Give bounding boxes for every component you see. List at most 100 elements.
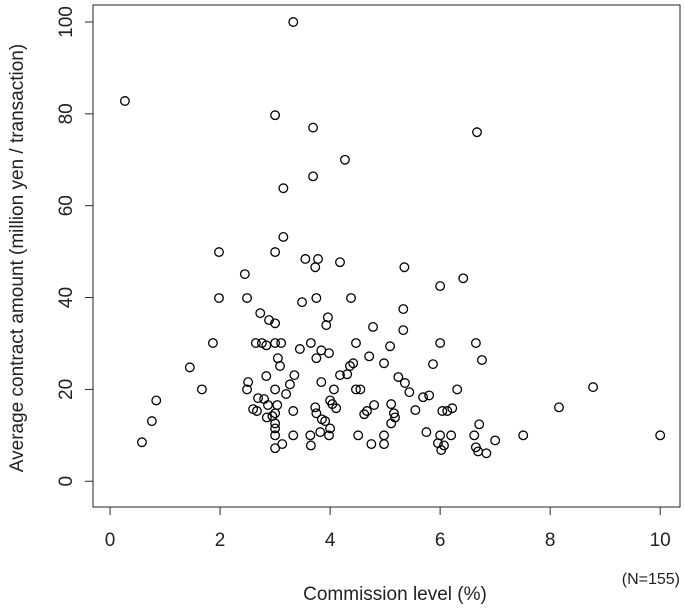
point bbox=[146, 416, 157, 427]
point bbox=[368, 322, 378, 332]
point bbox=[474, 419, 485, 430]
x-tick-label: 8 bbox=[545, 530, 556, 551]
point bbox=[272, 400, 283, 410]
point bbox=[446, 430, 457, 441]
point bbox=[435, 281, 446, 292]
point bbox=[418, 392, 429, 403]
point bbox=[270, 110, 281, 121]
point bbox=[366, 439, 377, 450]
point bbox=[379, 430, 389, 441]
point bbox=[310, 402, 321, 413]
point bbox=[277, 439, 288, 450]
point bbox=[261, 371, 272, 382]
point bbox=[335, 370, 345, 381]
point bbox=[270, 247, 281, 258]
point bbox=[270, 408, 281, 419]
point bbox=[242, 384, 252, 395]
point bbox=[442, 406, 453, 416]
point bbox=[285, 379, 295, 390]
point bbox=[435, 338, 446, 348]
point bbox=[281, 389, 292, 399]
point bbox=[447, 403, 458, 414]
point bbox=[554, 402, 564, 413]
point bbox=[379, 358, 389, 369]
point bbox=[325, 423, 336, 434]
point bbox=[353, 430, 364, 441]
point bbox=[316, 377, 327, 388]
point bbox=[270, 418, 281, 429]
point bbox=[270, 443, 281, 454]
y-tick-label: 20 bbox=[56, 379, 77, 400]
point bbox=[196, 384, 207, 395]
point bbox=[364, 351, 375, 362]
y-axis-title: Average contract amount (million yen / t… bbox=[7, 44, 28, 472]
y-tick-label: 40 bbox=[56, 287, 77, 308]
point bbox=[262, 400, 273, 410]
point bbox=[305, 338, 316, 348]
point bbox=[270, 423, 281, 434]
point bbox=[362, 406, 372, 416]
point bbox=[300, 254, 311, 264]
point bbox=[369, 400, 380, 410]
point bbox=[331, 403, 342, 414]
point bbox=[278, 183, 289, 194]
point bbox=[242, 293, 252, 303]
x-tick-label: 10 bbox=[650, 530, 671, 551]
point bbox=[655, 430, 666, 441]
point bbox=[476, 355, 487, 365]
point bbox=[428, 359, 438, 370]
point bbox=[288, 17, 299, 27]
point bbox=[313, 254, 323, 264]
point bbox=[399, 262, 410, 273]
y-tick-label: 60 bbox=[56, 195, 77, 216]
point bbox=[311, 408, 322, 419]
point bbox=[324, 348, 334, 359]
point bbox=[351, 384, 361, 395]
point bbox=[385, 341, 396, 352]
point bbox=[404, 387, 415, 398]
point bbox=[275, 361, 285, 371]
point bbox=[311, 293, 322, 303]
point bbox=[276, 338, 287, 348]
point bbox=[469, 430, 480, 441]
point bbox=[151, 395, 162, 406]
point bbox=[308, 171, 319, 182]
point bbox=[278, 231, 289, 242]
point bbox=[250, 338, 261, 348]
point bbox=[348, 358, 359, 369]
point bbox=[388, 408, 399, 419]
point bbox=[239, 269, 250, 280]
point bbox=[321, 320, 332, 331]
point bbox=[386, 418, 397, 429]
point bbox=[207, 338, 218, 348]
x-tick-label: 2 bbox=[215, 530, 226, 551]
point bbox=[264, 315, 274, 326]
y-tick-label: 100 bbox=[56, 6, 77, 38]
point bbox=[297, 297, 308, 308]
point bbox=[261, 412, 272, 423]
point bbox=[452, 384, 463, 395]
point bbox=[359, 409, 370, 420]
y-tick-label: 0 bbox=[56, 476, 77, 487]
point bbox=[342, 369, 353, 380]
point bbox=[398, 304, 409, 314]
point bbox=[324, 430, 334, 441]
point bbox=[424, 390, 435, 401]
point bbox=[340, 154, 350, 165]
point bbox=[470, 338, 481, 348]
point bbox=[294, 344, 305, 354]
point bbox=[518, 430, 529, 441]
point bbox=[248, 404, 259, 415]
point bbox=[437, 406, 448, 416]
point bbox=[335, 257, 345, 268]
point bbox=[137, 437, 147, 448]
point bbox=[214, 293, 224, 303]
point bbox=[288, 430, 299, 441]
point bbox=[329, 384, 339, 395]
point bbox=[399, 378, 410, 388]
point bbox=[346, 293, 356, 303]
point bbox=[472, 127, 482, 138]
annotation: (N=155) bbox=[622, 571, 680, 588]
point bbox=[261, 340, 272, 351]
point bbox=[421, 427, 432, 438]
